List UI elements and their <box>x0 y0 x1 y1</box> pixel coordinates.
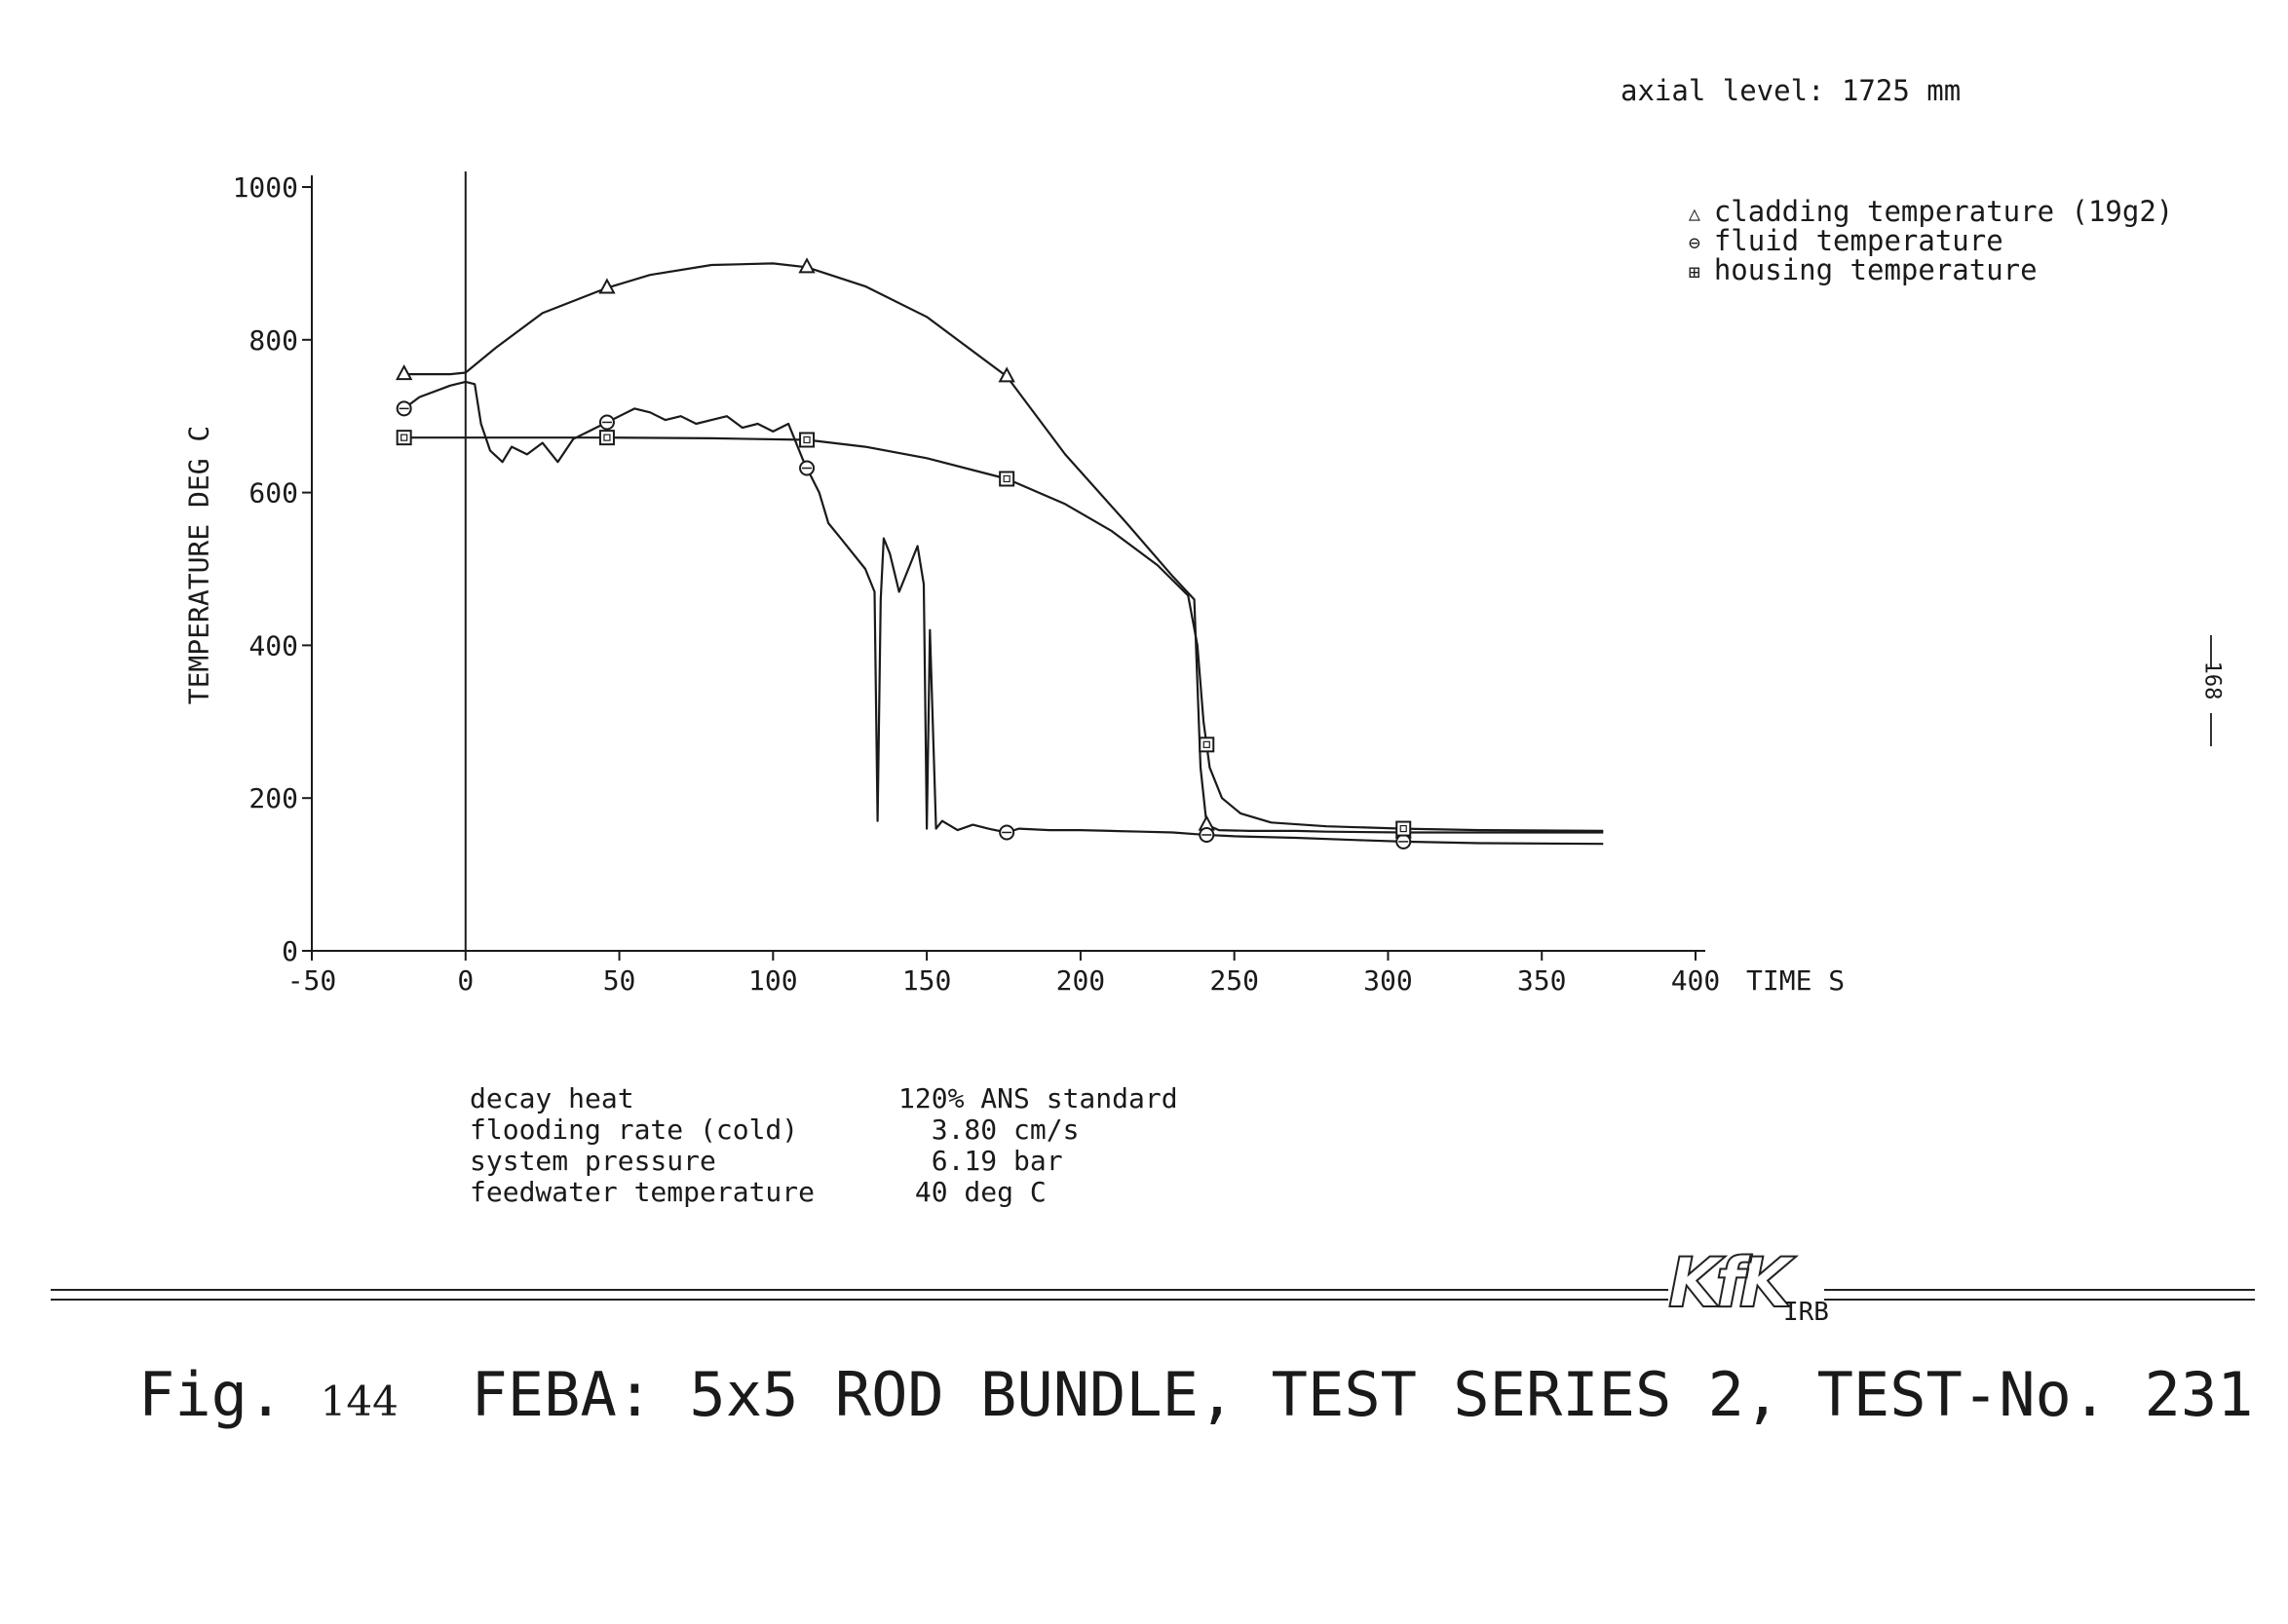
legend-item-fluid: ⊖ fluid temperature <box>1621 191 2003 290</box>
param-row-system-pressure: system pressure 6.19 bar <box>470 1146 1178 1177</box>
legend-item-housing: ⊞ housing temperature <box>1621 220 2038 320</box>
square-marker <box>1395 820 1412 837</box>
figure-caption: Fig. 144 FEBA: 5x5 ROD BUNDLE, TEST SERI… <box>138 1356 2254 1441</box>
square-marker <box>598 430 615 446</box>
page-number: 168 <box>2199 661 2225 700</box>
series-line <box>403 262 1604 834</box>
param-label: decay heat <box>470 1082 634 1114</box>
triangle-marker <box>998 366 1015 383</box>
y-axis-label: TEMPERATURE DEG C <box>182 425 215 705</box>
x-tick-label: 150 <box>902 964 952 997</box>
x-tick-label: 400 <box>1671 964 1721 997</box>
legend-label: housing temperature <box>1713 253 2038 286</box>
series-square <box>396 430 1604 837</box>
triangle-marker <box>395 363 413 381</box>
param-row-feedwater-temperature: feedwater temperature 40 deg C <box>470 1177 1178 1208</box>
square-marker-inner <box>603 434 611 441</box>
axial-level-label: axial level: 1725 mm <box>1621 74 1962 107</box>
divider-line <box>51 1299 2255 1301</box>
param-value: 3.80 cm/s <box>898 1114 1080 1146</box>
x-tick-label: 350 <box>1517 964 1567 997</box>
x-tick-label: 300 <box>1363 964 1413 997</box>
param-value: 40 deg C <box>898 1176 1047 1208</box>
square-marker <box>999 471 1015 487</box>
series-circle <box>396 380 1604 850</box>
logo-subtext: IRB <box>1783 1298 1829 1327</box>
y-tick-label: 200 <box>248 782 298 814</box>
param-row-decay-heat: decay heat 120% ANS standard <box>470 1083 1178 1114</box>
logo-text: KfK <box>1667 1243 1793 1323</box>
param-label: feedwater temperature <box>470 1176 816 1208</box>
y-tick-label: 600 <box>248 477 298 510</box>
x-tick-label: 50 <box>603 964 636 997</box>
x-tick-label: 0 <box>457 964 474 997</box>
param-row-flooding-rate: flooding rate (cold) 3.80 cm/s <box>470 1114 1178 1146</box>
figure-label: Fig. <box>138 1359 285 1430</box>
square-marker-inner <box>1202 740 1210 748</box>
square-marker-icon: ⊞ <box>1688 260 1700 283</box>
x-tick-label: 200 <box>1056 964 1106 997</box>
test-parameters: decay heat 120% ANS standard flooding ra… <box>470 1083 1178 1208</box>
x-axis-label: TIME S <box>1746 964 1845 997</box>
x-tick-label: 100 <box>748 964 798 997</box>
square-marker <box>396 430 412 446</box>
param-label: system pressure <box>470 1145 716 1177</box>
legend-label: cladding temperature (19g2) <box>1713 195 2174 228</box>
x-tick-label: 250 <box>1209 964 1259 997</box>
y-tick-label: 0 <box>282 935 298 967</box>
divider-line <box>51 1289 2255 1291</box>
kfk-logo: KfK IRB <box>1667 1243 1829 1337</box>
square-marker <box>1199 736 1215 753</box>
circle-marker-icon: ⊖ <box>1688 231 1700 254</box>
x-tick-label: -50 <box>287 964 337 997</box>
y-tick-label: 800 <box>248 324 298 357</box>
square-marker-inner <box>1003 474 1011 483</box>
legend-label: fluid temperature <box>1713 224 2003 257</box>
legend-item-cladding: △ cladding temperature (19g2) <box>1621 162 2173 261</box>
figure-number: 144 <box>320 1378 399 1425</box>
page-number-dash <box>2210 713 2212 746</box>
param-label: flooding rate (cold) <box>470 1114 799 1146</box>
triangle-marker-icon: △ <box>1688 202 1700 225</box>
square-marker <box>799 432 816 448</box>
triangle-marker <box>598 278 616 294</box>
series-line <box>403 380 1604 846</box>
chart-series-layer <box>395 257 1604 850</box>
page-number-dash <box>2210 635 2212 668</box>
triangle-marker <box>798 257 816 274</box>
square-marker-inner <box>400 434 408 441</box>
series-triangle <box>395 257 1604 839</box>
y-tick-label: 1000 <box>233 171 298 204</box>
series-line <box>403 436 1604 832</box>
figure-title: FEBA: 5x5 ROD BUNDLE, TEST SERIES 2, TES… <box>471 1359 2254 1430</box>
param-value: 6.19 bar <box>898 1145 1063 1177</box>
square-marker-inner <box>803 435 811 444</box>
param-value: 120% ANS standard <box>898 1082 1178 1114</box>
y-tick-label: 400 <box>248 629 298 661</box>
square-marker-inner <box>1399 824 1407 833</box>
